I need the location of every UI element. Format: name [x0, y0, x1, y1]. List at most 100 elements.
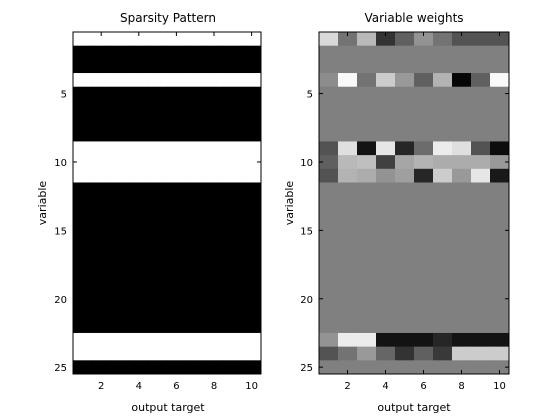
sparsity-pattern-cell-r7-c7: [185, 114, 206, 129]
sparsity-pattern-ytick-label-10: 10: [54, 158, 67, 169]
variable-weights-cell-r3-c1: [319, 59, 339, 74]
sparsity-pattern-cell-r25-c2: [91, 360, 112, 375]
sparsity-pattern-cell-r24-c8: [204, 346, 224, 361]
sparsity-pattern-cell-r17-c5: [148, 250, 168, 266]
sparsity-pattern-xlabel: output target: [131, 401, 205, 414]
variable-weights-cell-r10-c2: [338, 155, 358, 170]
variable-weights-cell-r9-c3: [357, 141, 377, 156]
variable-weights-cell-r17-c5: [395, 250, 415, 266]
variable-weights-cell-r25-c10: [490, 360, 510, 375]
variable-weights-cell-r12-c6: [414, 182, 434, 197]
variable-weights-cell-r25-c1: [319, 360, 339, 375]
sparsity-pattern-cell-r17-c10: [242, 250, 262, 266]
sparsity-pattern-cell-r3-c10: [242, 59, 262, 74]
sparsity-pattern-cell-r7-c3: [110, 114, 130, 129]
variable-weights-cell-r12-c7: [433, 182, 453, 197]
sparsity-pattern-cell-r21-c2: [91, 305, 112, 320]
sparsity-pattern-cell-r15-c4: [129, 223, 149, 238]
variable-weights-cell-r13-c8: [452, 196, 472, 211]
sparsity-pattern-cell-r5-c4: [129, 86, 149, 101]
variable-weights-cell-r19-c2: [338, 278, 358, 293]
variable-weights-cell-r2-c7: [433, 45, 453, 60]
variable-weights-cell-r8-c3: [357, 127, 377, 142]
sparsity-pattern-cell-r18-c8: [204, 264, 224, 279]
sparsity-pattern-cell-r20-c5: [148, 291, 168, 307]
variable-weights-cell-r20-c3: [357, 291, 377, 307]
variable-weights-cell-r4-c10: [490, 73, 510, 88]
variable-weights-ylabel: variable: [283, 181, 296, 226]
variable-weights-cell-r17-c10: [490, 250, 510, 266]
sparsity-pattern-cell-r14-c10: [242, 209, 262, 225]
variable-weights-cell-r13-c7: [433, 196, 453, 211]
sparsity-pattern-cell-r5-c10: [242, 86, 262, 101]
variable-weights-cell-r5-c2: [338, 86, 358, 101]
sparsity-pattern-cell-r15-c6: [167, 223, 187, 238]
variable-weights-cell-r11-c3: [357, 168, 377, 183]
sparsity-pattern-cell-r22-c7: [185, 319, 206, 334]
variable-weights-cell-r2-c10: [490, 45, 510, 60]
sparsity-pattern-cell-r24-c5: [148, 346, 168, 361]
sparsity-pattern-cell-r18-c4: [129, 264, 149, 279]
variable-weights-cell-r18-c7: [433, 264, 453, 279]
variable-weights-cell-r22-c3: [357, 319, 377, 334]
variable-weights-cell-r4-c5: [395, 73, 415, 88]
sparsity-pattern-cell-r23-c4: [129, 332, 149, 348]
variable-weights-cell-r24-c10: [490, 346, 510, 361]
sparsity-pattern-cell-r2-c7: [185, 45, 206, 60]
variable-weights-cell-r10-c1: [319, 155, 339, 170]
sparsity-pattern-cell-r6-c4: [129, 100, 149, 115]
sparsity-pattern-cell-r4-c2: [91, 73, 112, 88]
variable-weights-cell-r22-c1: [319, 319, 339, 334]
sparsity-pattern-cell-r9-c5: [148, 141, 168, 156]
sparsity-pattern-cell-r6-c9: [223, 100, 243, 115]
sparsity-pattern-cell-r20-c4: [129, 291, 149, 307]
variable-weights-cell-r20-c10: [490, 291, 510, 307]
sparsity-pattern-cell-r19-c1: [73, 278, 93, 293]
sparsity-pattern-cell-r4-c7: [185, 73, 206, 88]
sparsity-pattern-xtick-label-8: 8: [211, 381, 217, 392]
sparsity-pattern-cell-r18-c7: [185, 264, 206, 279]
sparsity-pattern-cell-r18-c6: [167, 264, 187, 279]
variable-weights-cell-r23-c1: [319, 332, 339, 348]
variable-weights-cell-r6-c2: [338, 100, 358, 115]
variable-weights-cell-r17-c9: [471, 250, 491, 266]
sparsity-pattern-cell-r3-c7: [185, 59, 206, 74]
variable-weights-cell-r16-c8: [452, 237, 472, 252]
variable-weights-cell-r8-c1: [319, 127, 339, 142]
variable-weights-cell-r16-c7: [433, 237, 453, 252]
variable-weights-cell-r2-c5: [395, 45, 415, 60]
variable-weights-cell-r15-c5: [395, 223, 415, 238]
variable-weights-cell-r2-c2: [338, 45, 358, 60]
sparsity-pattern-cell-r16-c7: [185, 237, 206, 252]
sparsity-pattern-cell-r14-c8: [204, 209, 224, 225]
variable-weights-cells: [319, 32, 510, 375]
variable-weights-cell-r23-c10: [490, 332, 510, 348]
sparsity-pattern-cell-r23-c6: [167, 332, 187, 348]
sparsity-pattern-cell-r23-c3: [110, 332, 130, 348]
variable-weights-cell-r16-c3: [357, 237, 377, 252]
variable-weights-cell-r13-c1: [319, 196, 339, 211]
variable-weights-cell-r2-c8: [452, 45, 472, 60]
variable-weights-cell-r23-c2: [338, 332, 358, 348]
sparsity-pattern-cell-r3-c8: [204, 59, 224, 74]
variable-weights-cell-r13-c4: [376, 196, 396, 211]
sparsity-pattern-cell-r23-c7: [185, 332, 206, 348]
sparsity-pattern-cell-r19-c10: [242, 278, 262, 293]
sparsity-pattern-cell-r9-c6: [167, 141, 187, 156]
sparsity-pattern-cell-r10-c1: [73, 155, 93, 170]
sparsity-pattern-cell-r24-c6: [167, 346, 187, 361]
variable-weights-cell-r8-c10: [490, 127, 510, 142]
variable-weights-cell-r24-c6: [414, 346, 434, 361]
sparsity-pattern-cell-r2-c8: [204, 45, 224, 60]
sparsity-pattern-cell-r6-c10: [242, 100, 262, 115]
variable-weights-cell-r20-c6: [414, 291, 434, 307]
sparsity-pattern-cell-r12-c7: [185, 182, 206, 197]
variable-weights-ytick-label-15: 15: [300, 226, 313, 237]
variable-weights-cell-r25-c7: [433, 360, 453, 375]
variable-weights-cell-r23-c7: [433, 332, 453, 348]
variable-weights-cell-r9-c9: [471, 141, 491, 156]
variable-weights-cell-r10-c8: [452, 155, 472, 170]
sparsity-pattern-cell-r17-c8: [204, 250, 224, 266]
variable-weights-cell-r1-c7: [433, 32, 453, 47]
sparsity-pattern-cell-r6-c2: [91, 100, 112, 115]
